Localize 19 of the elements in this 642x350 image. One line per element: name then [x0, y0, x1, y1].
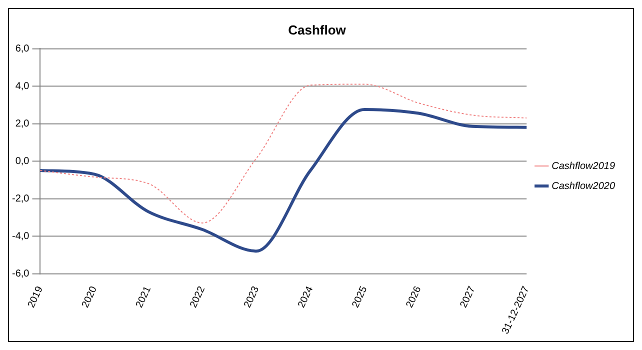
- y-tick-label: -2,0: [12, 193, 30, 204]
- legend-label: Cashflow2019: [552, 160, 616, 172]
- x-tick-label: 2022: [188, 284, 208, 310]
- x-tick-label: 2025: [350, 284, 370, 310]
- chart-title: Cashflow: [288, 22, 347, 38]
- x-tick-label: 2023: [242, 284, 262, 310]
- x-tick-label: 2019: [26, 284, 46, 310]
- y-tick-label: -4,0: [12, 230, 30, 242]
- y-tick-label: 4,0: [15, 80, 30, 92]
- y-tick-label: 2,0: [15, 118, 30, 130]
- x-tick-label: 2021: [134, 284, 154, 310]
- legend-label: Cashflow2020: [552, 180, 616, 192]
- x-tick-label: 2024: [296, 284, 316, 310]
- x-tick-label: 2026: [404, 284, 424, 310]
- x-tick-label: 2020: [80, 284, 100, 310]
- y-tick-label: 6,0: [15, 43, 30, 54]
- y-tick-label: -6,0: [12, 268, 30, 280]
- x-tick-label: 2027: [458, 284, 478, 310]
- y-tick-label: 0,0: [15, 156, 30, 167]
